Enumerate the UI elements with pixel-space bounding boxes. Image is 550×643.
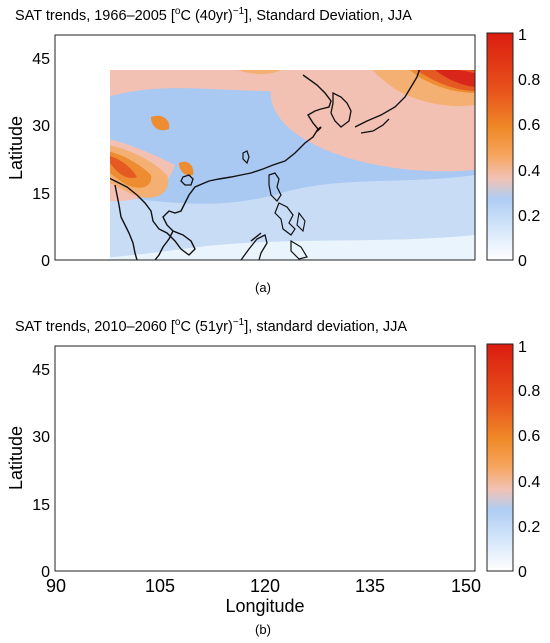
xtick-120: 120 [250,576,280,596]
ytick-b-15: 15 [32,497,50,514]
cbtick-a-0: 0 [518,253,527,270]
colorbar-a [486,32,514,261]
xlabel-b: Longitude [225,596,304,616]
colorbar-ticks-a: 0 0.2 0.4 0.6 0.8 1 [518,27,540,270]
xtick-105: 105 [145,576,175,596]
caption-a: (a) [255,280,271,295]
yticks-b: 0 15 30 45 [32,362,50,581]
map-b [55,346,475,571]
title-b: SAT trends, 2010–2060 [oC (51yr)−1], sta… [15,317,407,335]
ytick-a-30: 30 [32,118,50,135]
ytick-a-15: 15 [32,186,50,203]
ylabel-b: Latitude [6,426,26,490]
map-a [110,70,475,261]
xtick-90: 90 [46,576,66,596]
cbtick-a-02: 0.2 [518,208,540,225]
xticks-b: 90 105 120 135 150 [46,576,481,596]
ylabel-a: Latitude [6,116,26,180]
colorbar-b [486,343,514,572]
yticks-a: 0 15 30 45 [32,51,50,270]
xtick-135: 135 [355,576,385,596]
cbtick-a-06: 0.6 [518,117,540,134]
cbtick-b-04: 0.4 [518,474,540,491]
cbtick-a-04: 0.4 [518,163,540,180]
colorbar-ticks-b: 0 0.2 0.4 0.6 0.8 1 [518,339,540,581]
cbtick-b-02: 0.2 [518,519,540,536]
xtick-150: 150 [451,576,481,596]
axes-frame-b [54,345,476,572]
ytick-b-30: 30 [32,429,50,446]
cbtick-b-1: 1 [518,339,527,356]
cbtick-b-06: 0.6 [518,428,540,445]
cbtick-a-08: 0.8 [518,72,540,89]
ytick-b-0: 0 [41,564,50,581]
cbtick-a-1: 1 [518,27,527,44]
caption-b: (b) [255,622,271,637]
ytick-b-45: 45 [32,362,50,379]
ytick-a-45: 45 [32,51,50,68]
axes-frame-a [54,34,476,261]
title-a: SAT trends, 1966–2005 [oC (40yr)−1], Sta… [15,6,412,24]
cbtick-b-0: 0 [518,564,527,581]
ytick-a-0: 0 [41,253,50,270]
cbtick-b-08: 0.8 [518,383,540,400]
